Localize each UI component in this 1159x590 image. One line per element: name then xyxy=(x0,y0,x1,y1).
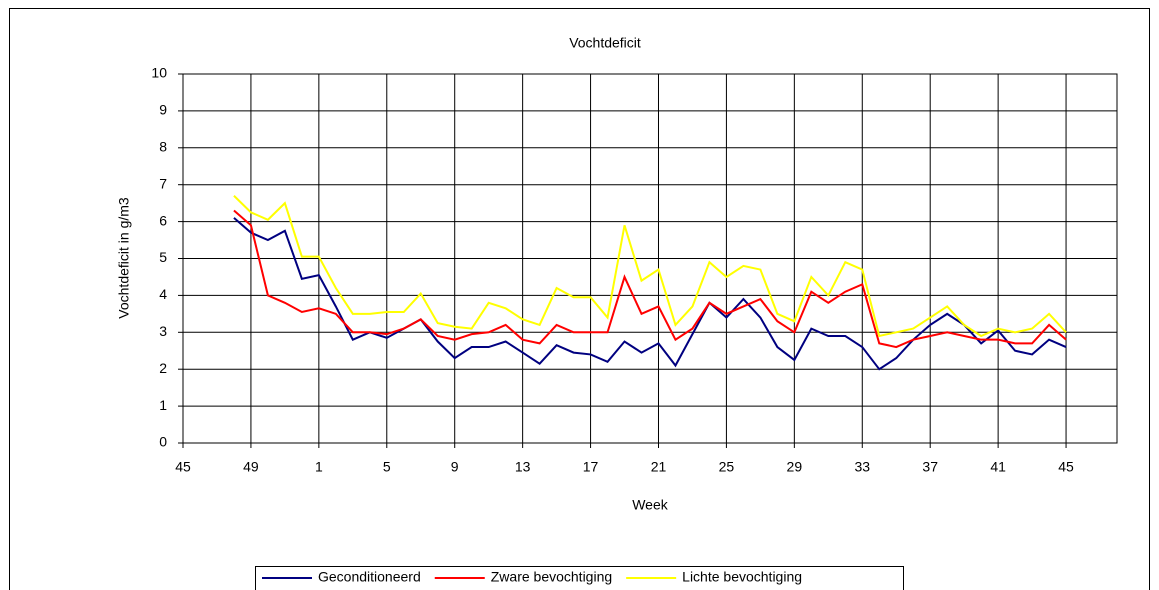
series-line xyxy=(233,209,1067,349)
y-tick-label: 5 xyxy=(159,249,167,265)
x-tick-label: 17 xyxy=(583,459,599,475)
x-tick-label: 5 xyxy=(383,459,391,475)
y-tick-label: 10 xyxy=(151,65,167,81)
legend-label: Zware bevochtiging xyxy=(491,569,612,585)
y-tick-label: 2 xyxy=(159,360,167,376)
x-tick-label: 41 xyxy=(990,459,1006,475)
y-tick-label: 0 xyxy=(159,434,167,450)
y-tick-label: 8 xyxy=(159,139,167,155)
x-tick-label: 1 xyxy=(315,459,323,475)
x-tick-label: 29 xyxy=(787,459,803,475)
chart-title: Vochtdeficit xyxy=(569,35,641,51)
x-tick-label: 33 xyxy=(854,459,870,475)
y-tick-label: 3 xyxy=(159,323,167,339)
y-tick-label: 1 xyxy=(159,397,167,413)
x-tick-label: 21 xyxy=(651,459,667,475)
x-tick-label: 37 xyxy=(922,459,938,475)
x-tick-label: 13 xyxy=(515,459,531,475)
legend-label: Geconditioneerd xyxy=(318,569,421,585)
x-tick-label: 49 xyxy=(243,459,259,475)
y-axis-label: Vochtdeficit in g/m3 xyxy=(116,197,132,319)
legend-box xyxy=(255,566,904,590)
x-tick-label: 45 xyxy=(1058,459,1074,475)
x-axis-label: Week xyxy=(632,497,669,513)
y-tick-label: 9 xyxy=(159,102,167,118)
x-tick-label: 25 xyxy=(719,459,735,475)
x-tick-label: 9 xyxy=(451,459,459,475)
y-tick-label: 6 xyxy=(159,212,167,228)
y-tick-label: 4 xyxy=(159,286,167,302)
legend-label: Lichte bevochtiging xyxy=(682,569,802,585)
series-line xyxy=(233,195,1067,338)
x-tick-label: 45 xyxy=(175,459,191,475)
y-tick-label: 7 xyxy=(159,175,167,191)
